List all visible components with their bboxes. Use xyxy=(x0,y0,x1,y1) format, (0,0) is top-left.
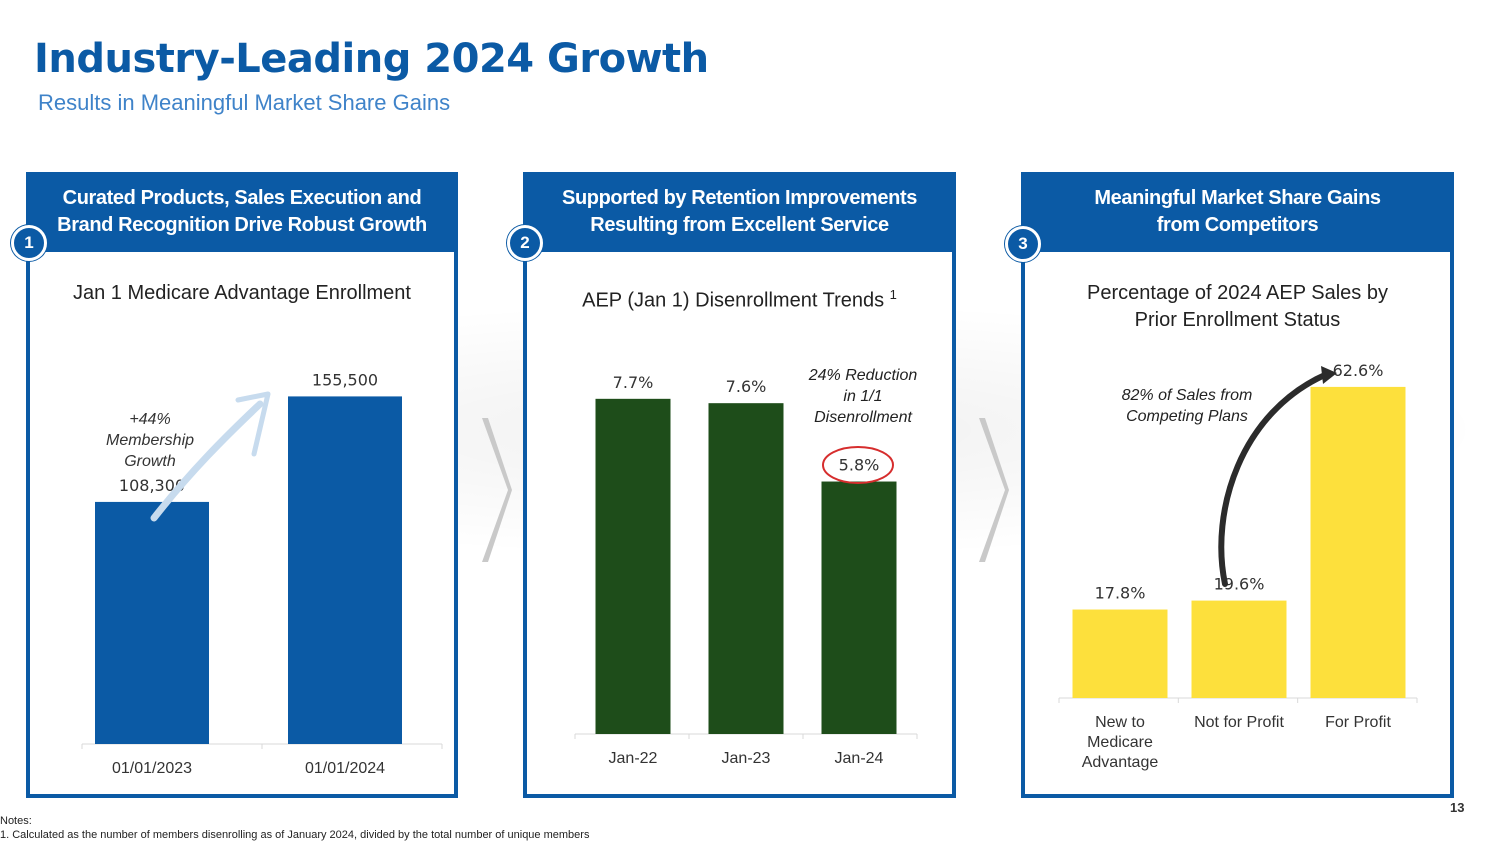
reduction-annotation: 24% Reduction in 1/1 Disenrollment xyxy=(808,367,918,426)
category-label: For Profit xyxy=(1325,714,1391,731)
footnotes: Notes: 1. Calculated as the number of me… xyxy=(0,814,589,842)
bar-value-label: 7.7% xyxy=(613,373,654,392)
category-label: Jan-23 xyxy=(722,750,771,767)
step-badge-1: 1 xyxy=(11,225,47,261)
step-badge-2: 2 xyxy=(507,225,543,261)
competing-plans-arrow xyxy=(1218,371,1330,587)
page-subtitle: Results in Meaningful Market Share Gains xyxy=(38,90,451,115)
panel-market-share: Meaningful Market Share Gains from Compe… xyxy=(1021,172,1454,798)
panel-disenrollment: Supported by Retention Improvements Resu… xyxy=(523,172,956,798)
panel-heading: Meaningful Market Share Gains from Compe… xyxy=(1021,172,1454,252)
panel-heading: Curated Products, Sales Execution and Br… xyxy=(26,172,458,252)
enrollment-chart: 108,300 01/01/2023 155,500 01/01/2024 +44% Me… xyxy=(81,370,443,777)
step-badge-3: 3 xyxy=(1005,226,1041,262)
bar xyxy=(708,403,784,734)
chevron-right-icon xyxy=(979,418,1009,562)
category-label: 01/01/2024 xyxy=(305,760,385,777)
bar xyxy=(1310,386,1406,698)
bar-value-label: 62.6% xyxy=(1333,361,1384,380)
category-label: Jan-22 xyxy=(609,750,658,767)
chart-title: Jan 1 Medicare Advantage Enrollment xyxy=(73,282,411,304)
growth-arrow xyxy=(150,400,264,522)
disenrollment-chart: 7.7% Jan-22 7.6% Jan-23 5.8% Jan-24 24% Reduct… xyxy=(574,367,918,767)
panel-heading: Supported by Retention Improvements Resu… xyxy=(523,172,956,252)
bar-value-label: 5.8% xyxy=(839,456,880,475)
competing-plans-annotation: 82% of Sales from Competing Plans xyxy=(1122,387,1253,425)
bar-value-label: 155,500 xyxy=(312,370,378,389)
category-label: Jan-24 xyxy=(835,750,884,767)
bar xyxy=(1072,609,1168,698)
footnote-1: 1. Calculated as the number of members d… xyxy=(0,829,590,841)
page-title: Industry-Leading 2024 Growth xyxy=(34,36,709,82)
category-label: New to Medicare Advantage xyxy=(1082,714,1159,771)
growth-arrow-head xyxy=(235,391,271,457)
growth-annotation: +44% Membership Growth xyxy=(106,411,194,470)
page-number: 13 xyxy=(1450,800,1465,815)
bar xyxy=(1191,600,1287,698)
bar xyxy=(595,398,671,734)
bar-value-label: 108,300 xyxy=(119,476,185,495)
chevron-right-icon xyxy=(482,418,512,562)
bar-value-label: 7.6% xyxy=(726,377,767,396)
highlight-circle xyxy=(822,446,894,484)
category-label: 01/01/2023 xyxy=(112,760,192,777)
bar xyxy=(288,396,402,744)
competing-plans-arrow-head xyxy=(1321,366,1337,384)
chart-title: Percentage of 2024 AEP Sales by Prior En… xyxy=(1087,282,1388,331)
bar-value-label: 17.8% xyxy=(1095,584,1146,603)
chart-title: AEP (Jan 1) Disenrollment Trends 1 xyxy=(582,287,897,312)
category-label: Not for Profit xyxy=(1194,714,1284,731)
notes-label: Notes: xyxy=(0,815,32,827)
bar xyxy=(821,481,897,734)
panel-enrollment: Curated Products, Sales Execution and Br… xyxy=(26,172,458,798)
bar xyxy=(95,501,209,744)
